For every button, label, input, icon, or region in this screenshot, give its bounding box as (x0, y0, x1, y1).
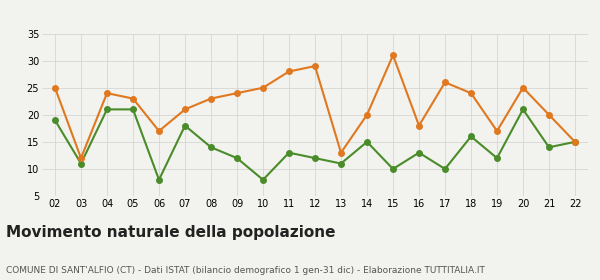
Text: COMUNE DI SANT'ALFIO (CT) - Dati ISTAT (bilancio demografico 1 gen-31 dic) - Ela: COMUNE DI SANT'ALFIO (CT) - Dati ISTAT (… (6, 266, 485, 275)
Text: Movimento naturale della popolazione: Movimento naturale della popolazione (6, 225, 335, 241)
